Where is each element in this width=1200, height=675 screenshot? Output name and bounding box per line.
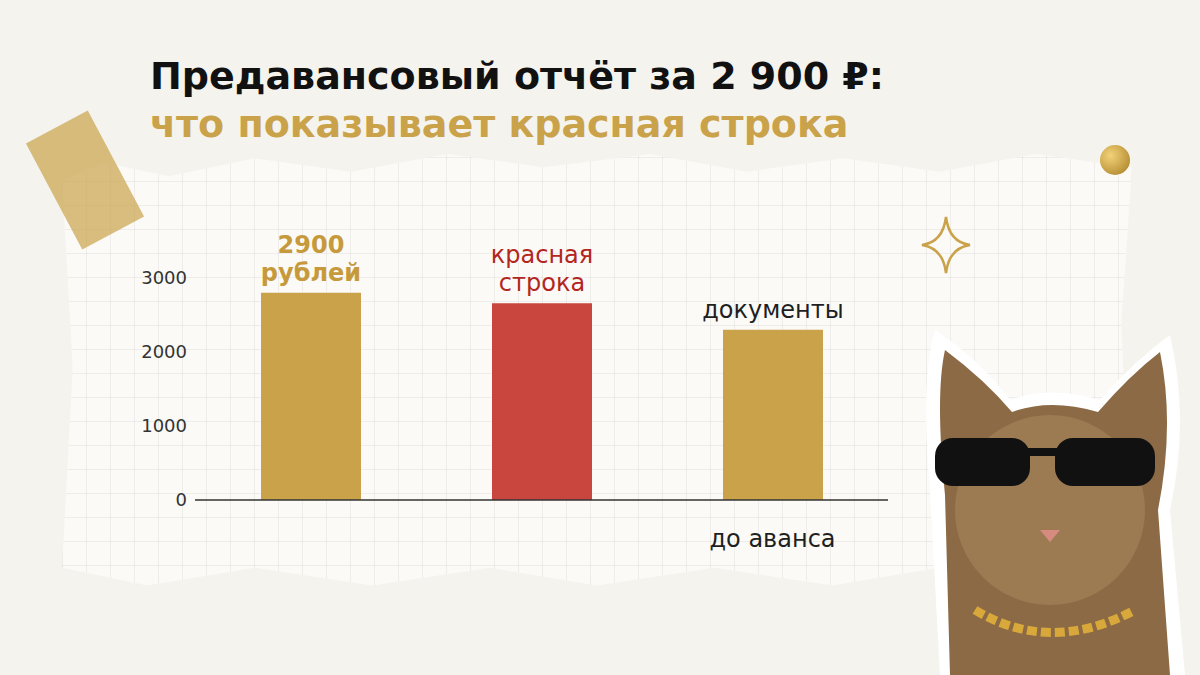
html-text:что показывает красная строка: что показывает красная строка	[150, 102, 849, 146]
svg-text:краснаястрока: краснаястрока	[491, 241, 593, 297]
svg-text:документы: документы	[702, 296, 843, 324]
svg-text:1000: 1000	[141, 415, 187, 436]
svg-text:0: 0	[176, 489, 187, 510]
html-text:Предавансовый отчёт за 2 900 ₽: Предавансовый отчёт за 2 900 ₽:	[150, 54, 884, 98]
svg-text:3000: 3000	[141, 267, 187, 288]
svg-text:до аванса: до аванса	[709, 525, 835, 553]
svg-text:2900рублей: 2900рублей	[261, 231, 361, 287]
svg-text:2000: 2000	[141, 341, 187, 362]
